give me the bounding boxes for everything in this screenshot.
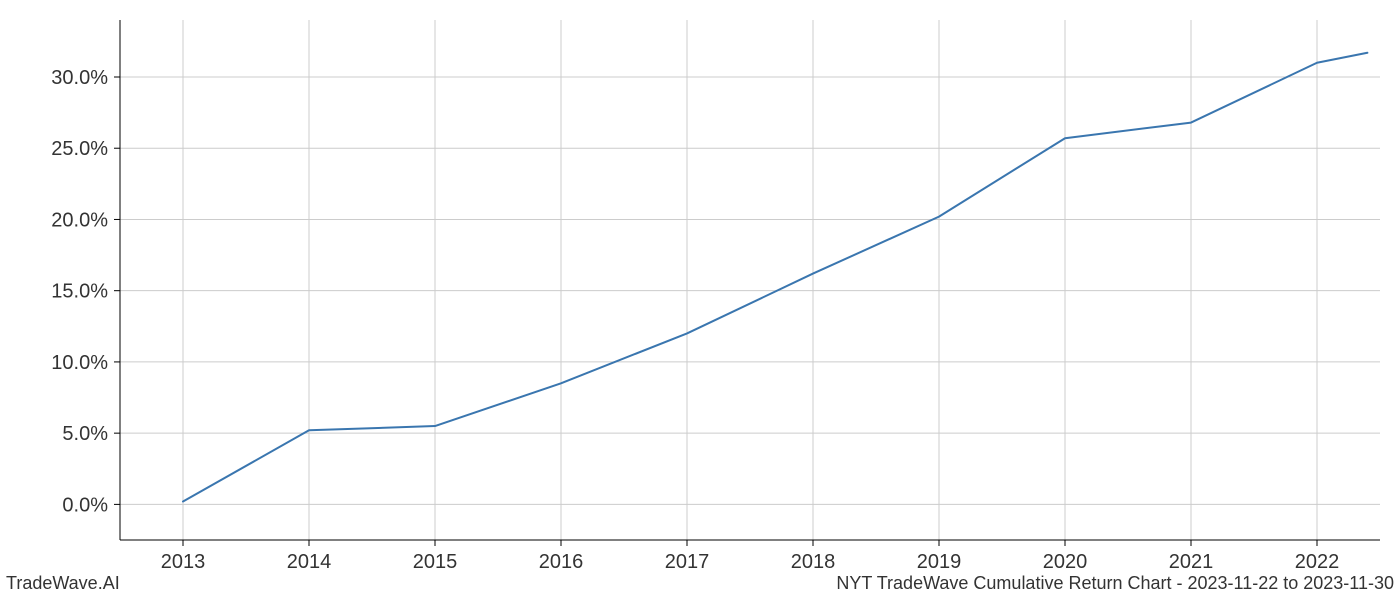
x-tick-label: 2018 — [791, 551, 836, 573]
y-tick-label: 25.0% — [51, 138, 108, 160]
x-tick-label: 2015 — [413, 551, 458, 573]
x-tick-label: 2019 — [917, 551, 962, 573]
y-tick-label: 15.0% — [51, 281, 108, 303]
footer-left-text: TradeWave.AI — [6, 573, 120, 594]
y-tick-label: 30.0% — [51, 67, 108, 89]
x-tick-label: 2016 — [539, 551, 584, 573]
x-tick-label: 2021 — [1169, 551, 1214, 573]
footer-right-text: NYT TradeWave Cumulative Return Chart - … — [836, 573, 1394, 594]
y-tick-label: 0.0% — [62, 494, 108, 516]
x-tick-label: 2017 — [665, 551, 710, 573]
x-tick-label: 2013 — [161, 551, 206, 573]
chart-container: 2013 2014 2015 2016 2017 2018 2019 2020 2021 2022… — [0, 0, 1400, 600]
y-tick-label: 20.0% — [51, 209, 108, 231]
y-tick-label: 5.0% — [62, 423, 108, 445]
line-chart: 2013 2014 2015 2016 2017 2018 2019 2020 2021 2022… — [0, 0, 1400, 600]
x-tick-label: 2014 — [287, 551, 332, 573]
y-tick-label: 10.0% — [51, 352, 108, 374]
x-tick-label: 2022 — [1295, 551, 1340, 573]
x-tick-label: 2020 — [1043, 551, 1088, 573]
